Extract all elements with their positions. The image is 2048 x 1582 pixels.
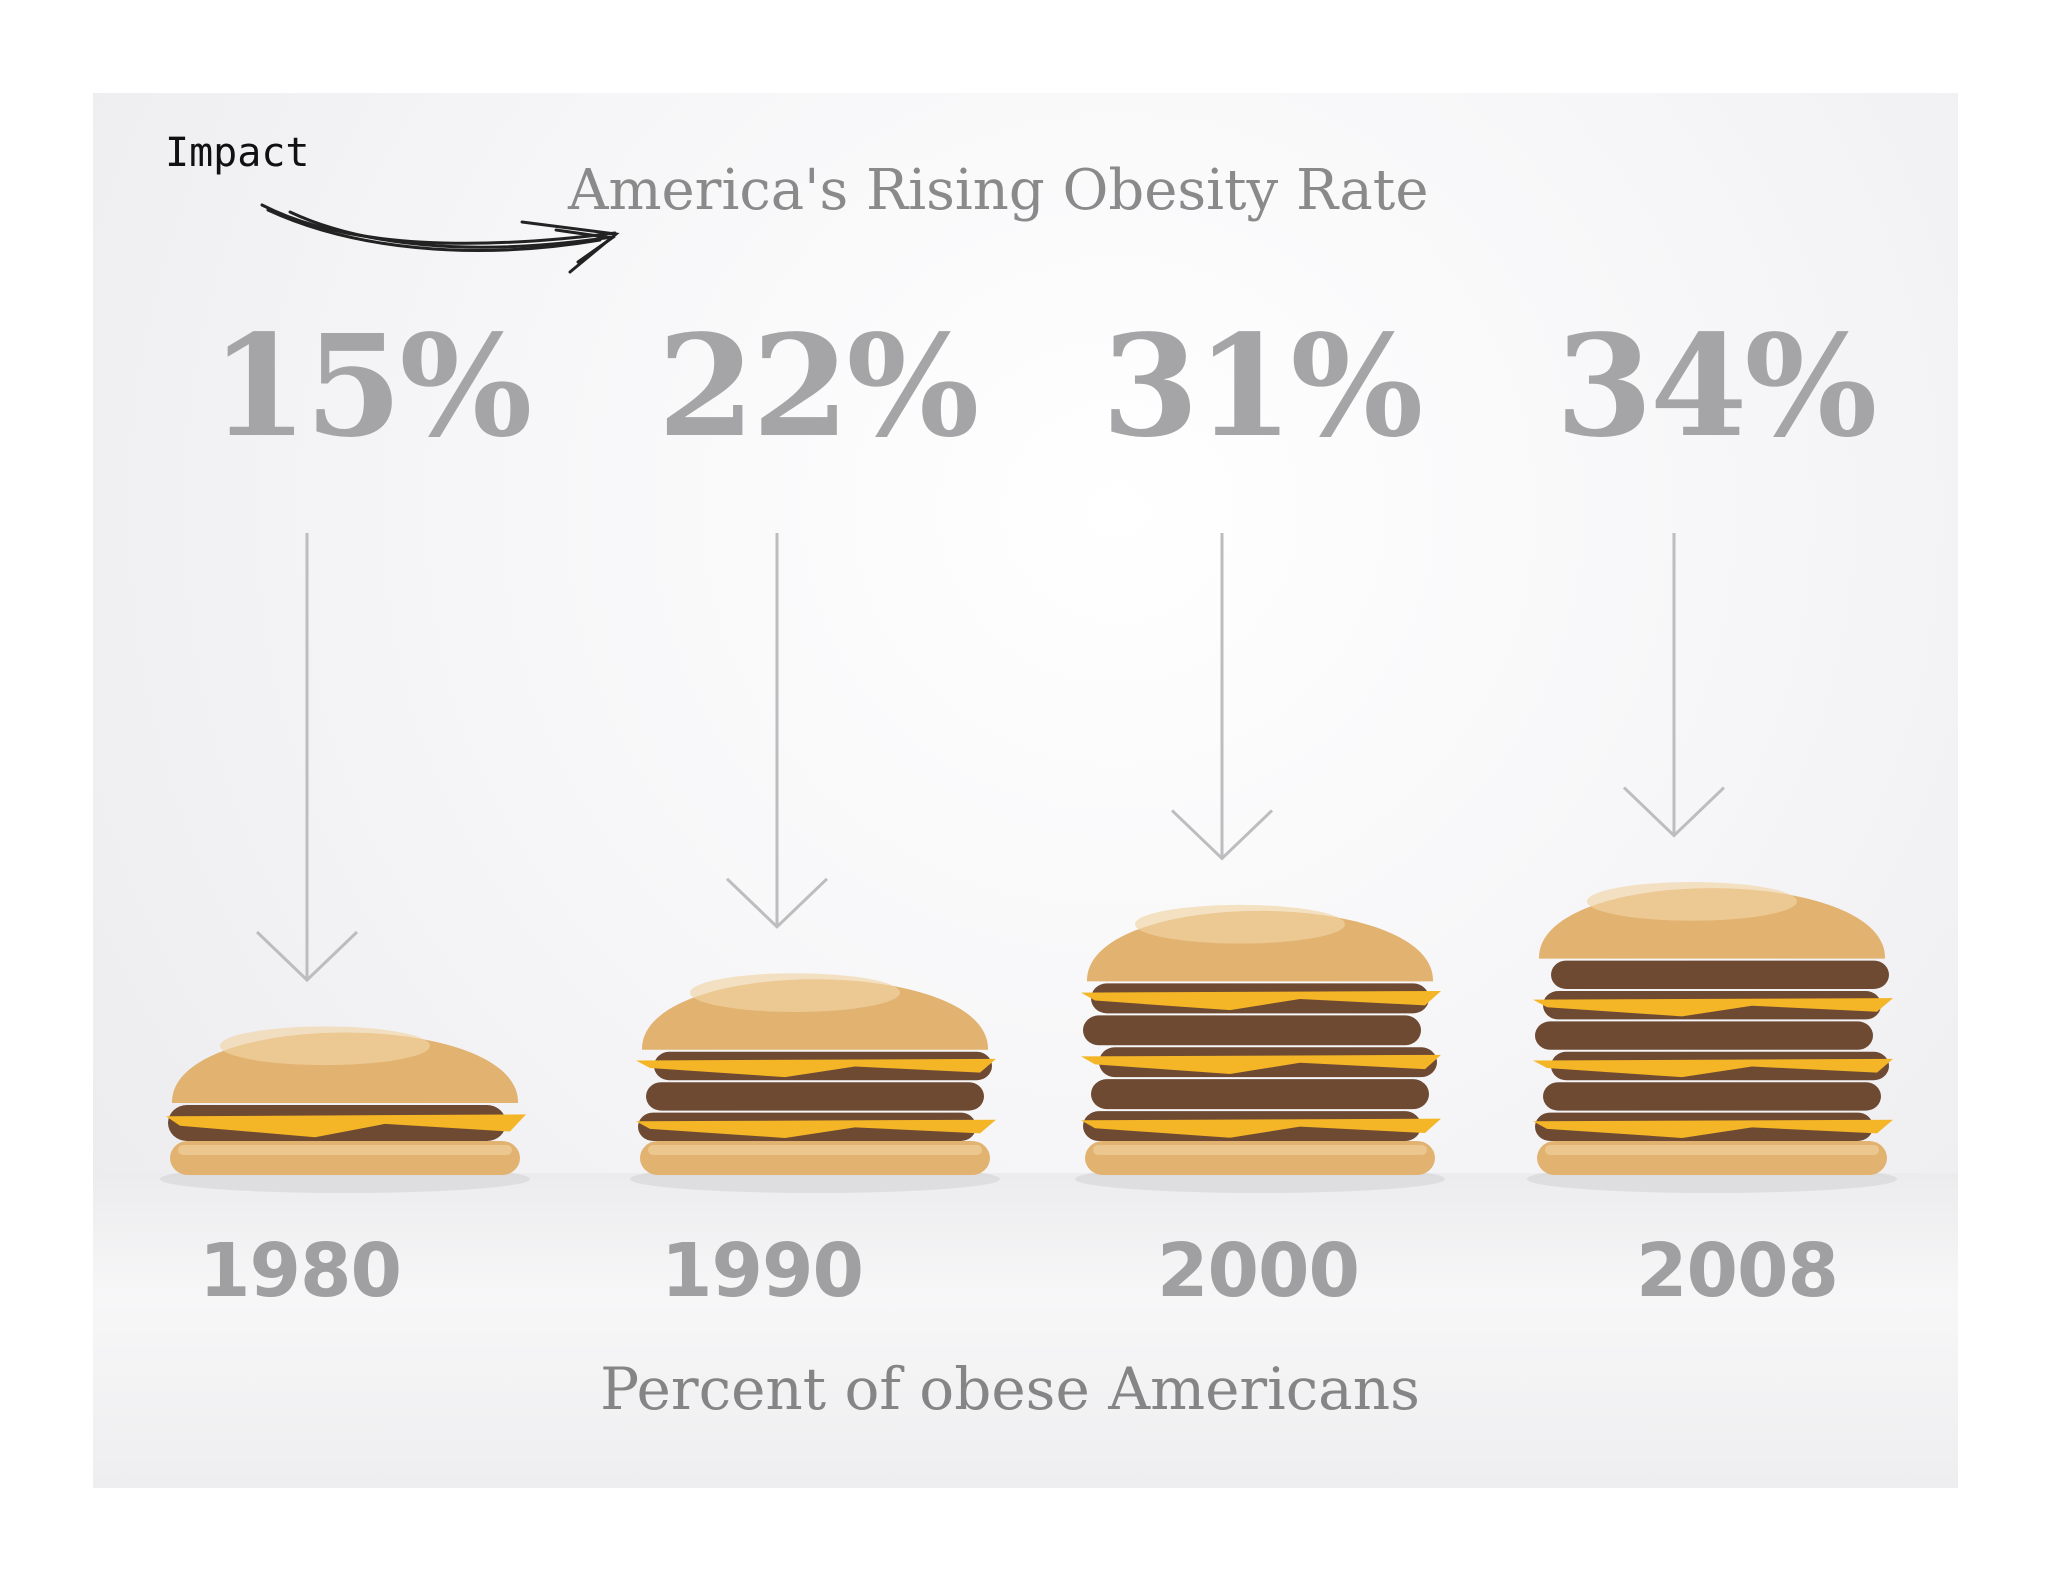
table-surface	[93, 1173, 1958, 1488]
pointer-arrow-2000	[1170, 533, 1274, 861]
value-label-1980: 15%	[210, 305, 533, 469]
value-label-1990: 22%	[657, 305, 980, 469]
burger-bar-2000	[1075, 904, 1445, 1193]
value-label-2000: 31%	[1101, 305, 1424, 469]
burger-bar-1980	[160, 1026, 530, 1193]
burger-bar-1990	[630, 973, 1000, 1193]
pointer-arrow-2008	[1622, 533, 1726, 838]
pointer-arrow-1980	[255, 533, 359, 983]
burger-bar-2008	[1527, 882, 1897, 1193]
infographic-panel	[93, 93, 1958, 1488]
chart-subtitle: Percent of obese Americans	[600, 1355, 1420, 1423]
year-label-1990: 1990	[661, 1228, 864, 1314]
impact-annotation: Impact	[165, 130, 310, 176]
annotation-arrow-icon	[260, 203, 620, 274]
year-label-2000: 2000	[1157, 1228, 1360, 1314]
year-label-1980: 1980	[199, 1228, 402, 1314]
year-label-2008: 2008	[1636, 1228, 1839, 1314]
chart-title: America's Rising Obesity Rate	[568, 158, 1429, 223]
pointer-arrow-1990	[725, 533, 829, 929]
value-label-2008: 34%	[1555, 305, 1878, 469]
